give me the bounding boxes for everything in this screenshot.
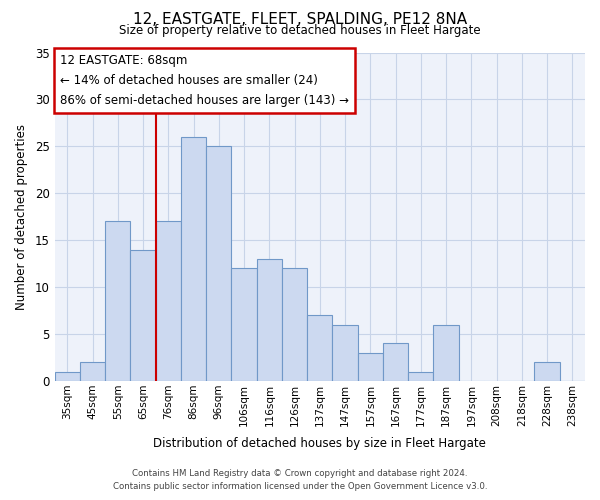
X-axis label: Distribution of detached houses by size in Fleet Hargate: Distribution of detached houses by size … [154,437,486,450]
Bar [408,372,433,381]
Bar [332,324,358,381]
Bar [358,353,383,381]
Bar [130,250,155,381]
Bar [307,316,332,381]
Text: Size of property relative to detached houses in Fleet Hargate: Size of property relative to detached ho… [119,24,481,37]
Bar [257,259,282,381]
Bar [206,146,232,381]
Bar [181,137,206,381]
Bar [155,222,181,381]
Text: 12 EASTGATE: 68sqm
← 14% of detached houses are smaller (24)
86% of semi-detache: 12 EASTGATE: 68sqm ← 14% of detached hou… [60,54,349,107]
Bar [232,268,257,381]
Bar [80,362,105,381]
Text: 12, EASTGATE, FLEET, SPALDING, PE12 8NA: 12, EASTGATE, FLEET, SPALDING, PE12 8NA [133,12,467,27]
Bar [433,324,459,381]
Bar [105,222,130,381]
Bar [383,344,408,381]
Bar [282,268,307,381]
Text: Contains HM Land Registry data © Crown copyright and database right 2024.
Contai: Contains HM Land Registry data © Crown c… [113,470,487,491]
Y-axis label: Number of detached properties: Number of detached properties [15,124,28,310]
Bar [55,372,80,381]
Bar [535,362,560,381]
